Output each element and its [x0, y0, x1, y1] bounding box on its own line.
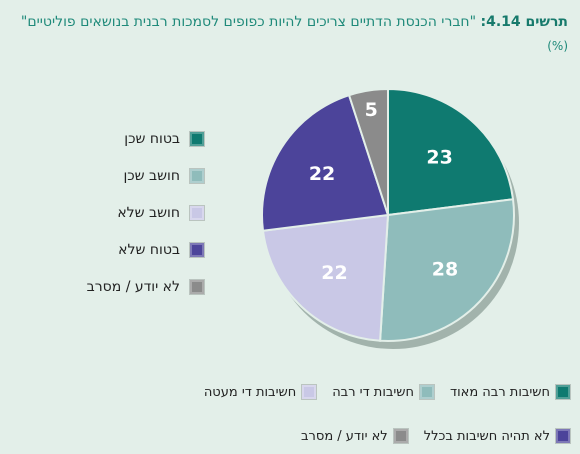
chart-title: תרשים 4.14: "חברי הכנסת הדתיים צריכים לה…	[12, 10, 568, 58]
bottom-legend-item-1: חשיבות די רבה	[332, 382, 435, 402]
legend-swatch-0	[190, 131, 204, 146]
bottom-legend-item-3: לא תהיה חשיבות בכלל	[424, 426, 570, 446]
bottom-legend-label-1: חשיבות די רבה	[332, 384, 415, 400]
legend-swatch-1	[190, 168, 204, 183]
legend-swatch-4	[190, 279, 204, 294]
bottom-legend-swatch-0	[556, 385, 570, 399]
bottom-legend-label-3: לא תהיה חשיבות בכלל	[423, 428, 550, 444]
bottom-legend-item-4: לא יודע / מסרב	[301, 426, 408, 446]
pie-data-label-0: 23	[426, 146, 452, 168]
legend-label-4: לא יודע / מסרב	[86, 278, 180, 295]
legend-swatch-3	[190, 242, 204, 257]
legend-item-2: חושב שלא	[24, 194, 204, 231]
pie-data-label-2: 22	[321, 262, 347, 284]
pie-data-label-3: 22	[309, 163, 335, 185]
pie-data-label-1: 28	[432, 258, 458, 280]
legend-item-3: בטוח שלא	[24, 231, 204, 268]
legend-item-1: חושב שכן	[24, 157, 204, 194]
bottom-legend-label-4: לא יודע / מסרב	[301, 428, 388, 444]
chart-title-text: "חברי הכנסת הדתיים צריכים להיות כפופים ל…	[20, 14, 477, 30]
legend-item-0: בטוח שכן	[24, 120, 204, 157]
legend-label-2: חושב שלא	[117, 204, 180, 221]
chart-title-unit: (%)	[547, 39, 568, 53]
pie-slice-2	[261, 213, 390, 342]
bottom-legend-swatch-1	[420, 385, 435, 399]
legend-label-3: בטוח שלא	[118, 241, 180, 258]
pie-slice-1	[379, 198, 515, 342]
pie-data-label-4: 5	[365, 99, 378, 121]
bottom-legend-label-2: חשיבות די מעטה	[203, 384, 297, 400]
pie-slice-0	[387, 87, 515, 217]
chart-legend: בטוח שכן חושב שכן חושב שלא בטוח שלא לא יודע …	[24, 120, 204, 305]
pie-slice-4	[347, 87, 389, 216]
bottom-legend-swatch-2	[302, 385, 317, 399]
bottom-legend-item-0: חשיבות רבה מאוד	[450, 382, 570, 402]
legend-label-0: בטוח שכן	[124, 130, 180, 147]
legend-label-1: חושב שכן	[123, 167, 180, 184]
legend-swatch-2	[190, 205, 204, 220]
chart-title-label: תרשים 4.14:	[480, 14, 568, 30]
pie-slice-3	[261, 93, 390, 232]
bottom-legend-item-2: חשיבות די מעטה	[203, 382, 317, 402]
bottom-legend: חשיבות רבה מאוד חשיבות די רבה חשיבות די מע…	[10, 382, 570, 446]
bottom-legend-swatch-4	[393, 429, 408, 443]
bottom-legend-label-0: חשיבות רבה מאוד	[450, 384, 550, 400]
bottom-legend-swatch-3	[556, 429, 570, 443]
legend-item-4: לא יודע / מסרב	[24, 268, 204, 305]
